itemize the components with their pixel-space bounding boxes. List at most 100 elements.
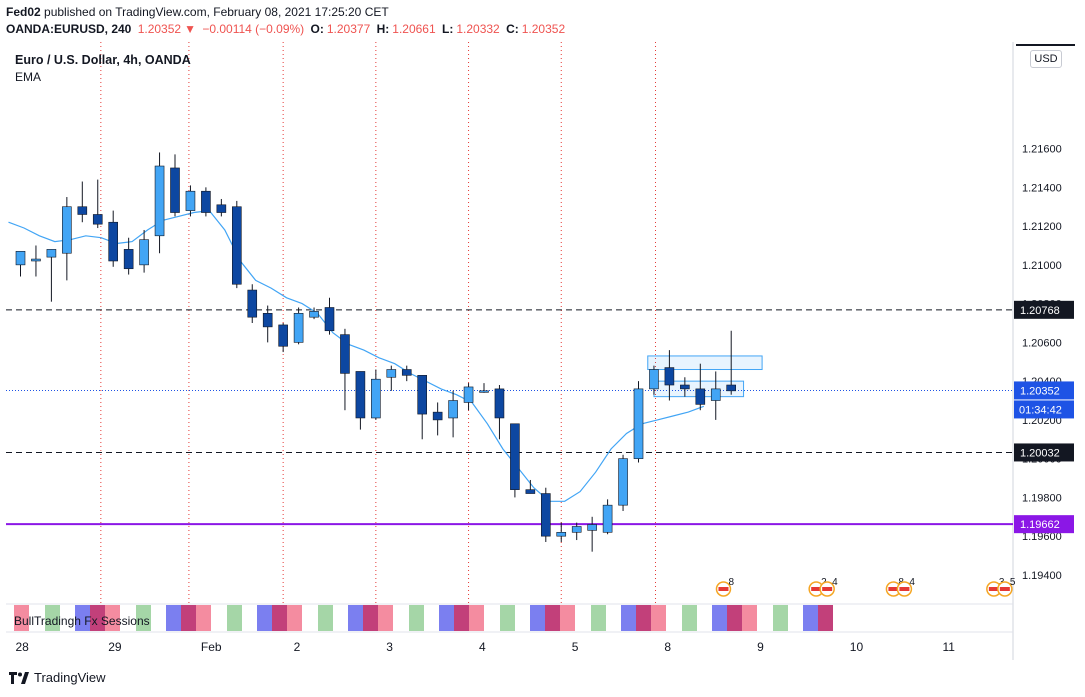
session-block — [196, 605, 211, 631]
candle-body — [618, 458, 628, 506]
session-block — [803, 605, 818, 631]
candle-body — [15, 250, 26, 266]
event-flag-stripe — [718, 587, 729, 591]
x-tick-label: 11 — [943, 640, 956, 654]
session-block — [591, 605, 606, 631]
zone-rect — [647, 355, 763, 371]
y-tick-label: 1.19800 — [1022, 492, 1062, 504]
event-flag-stripe — [988, 587, 999, 591]
candle-body — [587, 524, 597, 531]
candle-body — [46, 249, 57, 258]
x-tick-label: 9 — [757, 640, 764, 654]
session-block — [621, 605, 636, 631]
candle-body — [417, 375, 428, 415]
session-block — [454, 605, 469, 631]
candle-body — [170, 167, 180, 213]
x-tick-label: 3 — [386, 640, 393, 654]
event-count: 8 — [728, 577, 734, 588]
down-arrow-icon: ▼ — [184, 22, 196, 36]
session-block — [378, 605, 393, 631]
session-block — [651, 605, 666, 631]
x-tick-label: 2 — [294, 640, 301, 654]
session-block — [75, 605, 90, 631]
session-block — [469, 605, 484, 631]
brand-text: TradingView — [34, 670, 106, 685]
session-block — [439, 605, 454, 631]
candle-body — [92, 214, 103, 225]
session-block — [227, 605, 242, 631]
candle-body — [649, 369, 659, 390]
session-block — [14, 605, 29, 631]
candle-body — [401, 369, 412, 376]
session-block — [136, 605, 151, 631]
high-value: 1.20661 — [392, 22, 436, 36]
session-block — [166, 605, 181, 631]
close-value: 1.20352 — [521, 22, 566, 36]
publish-line: Fed02 published on TradingView.com, Febr… — [6, 5, 389, 19]
event-flag-stripe — [899, 587, 910, 591]
publish-info: published on TradingView.com, February 0… — [44, 5, 389, 19]
session-block — [409, 605, 424, 631]
candle-body — [371, 378, 381, 419]
close-label: C: — [506, 22, 519, 36]
candle-body — [77, 206, 88, 215]
x-tick-label: 29 — [108, 640, 122, 654]
session-block — [90, 605, 105, 631]
candle-body — [108, 221, 118, 262]
y-tick-label: 1.21600 — [1022, 144, 1062, 156]
candle-body — [62, 206, 72, 254]
publisher-name[interactable]: Fed02 — [6, 5, 41, 19]
price-change: −0.00114 (−0.09%) — [202, 22, 305, 36]
session-block — [773, 605, 788, 631]
sessions-indicator-label[interactable]: BullTradingh Fx Sessions — [14, 614, 150, 628]
session-block — [742, 605, 757, 631]
last-price: 1.20352 — [137, 22, 182, 36]
low-label: L: — [442, 22, 454, 36]
y-tick-label: 1.20600 — [1022, 337, 1062, 349]
event-count: 4 — [909, 577, 915, 588]
candle-body — [247, 289, 258, 318]
candle-body — [479, 390, 489, 393]
session-block — [257, 605, 272, 631]
session-block — [318, 605, 333, 631]
candle-body — [510, 423, 520, 490]
candle-body — [680, 384, 690, 390]
ema-line — [8, 209, 705, 502]
session-block — [105, 605, 120, 631]
session-block — [818, 605, 833, 631]
candle-body — [571, 526, 582, 533]
candle-body — [448, 400, 458, 419]
high-label: H: — [376, 22, 390, 36]
candle-body — [216, 204, 227, 213]
event-flag-stripe — [822, 587, 833, 591]
session-block — [45, 605, 60, 631]
candle-body — [556, 531, 567, 537]
currency-button[interactable]: USD — [1030, 50, 1062, 68]
candle-body — [710, 388, 721, 401]
event-count: 4 — [832, 577, 838, 588]
x-tick-label: 8 — [664, 640, 671, 654]
open-label: O: — [310, 22, 324, 36]
candle-body — [355, 371, 366, 419]
x-tick-label: 10 — [850, 640, 864, 654]
candle-body — [695, 388, 706, 405]
candle-body — [262, 313, 273, 328]
tradingview-logo-icon — [9, 671, 29, 684]
x-tick-label: 28 — [16, 640, 30, 654]
candle-body — [494, 388, 505, 419]
ema-legend[interactable]: EMA — [15, 70, 42, 84]
countdown-bg — [1014, 400, 1074, 419]
session-block — [272, 605, 287, 631]
candle-body — [201, 190, 211, 213]
level-label-bg — [1014, 381, 1074, 400]
candle-body — [278, 324, 288, 347]
candle-body — [232, 206, 242, 285]
event-flag-stripe — [999, 587, 1010, 591]
footer-brand[interactable]: TradingView — [9, 670, 106, 685]
candle-body — [340, 334, 350, 374]
level-label: 1.20768 — [1020, 305, 1060, 317]
session-block — [181, 605, 196, 631]
x-tick-label: Feb — [201, 640, 222, 654]
session-block — [682, 605, 697, 631]
